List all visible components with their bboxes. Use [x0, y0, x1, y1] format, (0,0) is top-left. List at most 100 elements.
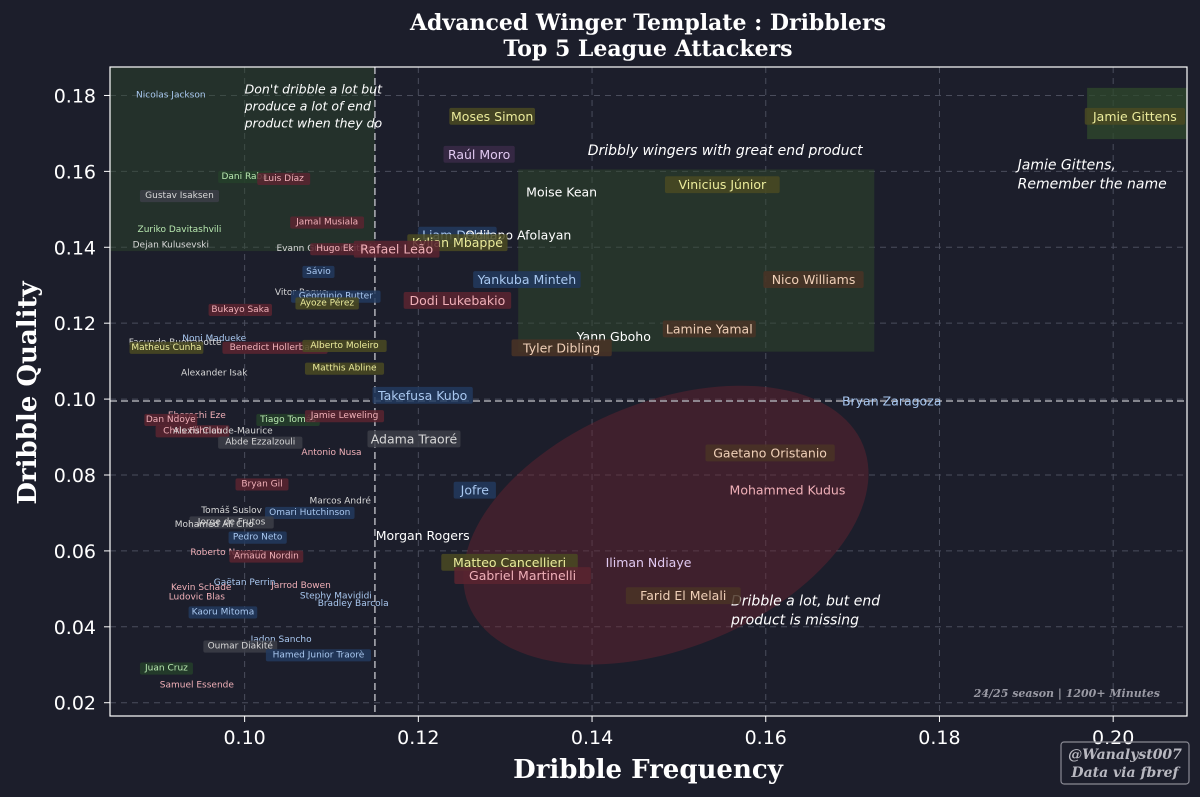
- y-axis-label: Dribble Quality: [13, 281, 43, 505]
- player-label-bg: [372, 386, 473, 404]
- player-label: Noni Madueke: [182, 334, 246, 344]
- player-noni-madueke: Noni Madueke: [182, 334, 246, 344]
- player-label: Marcos André: [309, 496, 371, 507]
- player-oumar-diakite: Oumar Diakité: [203, 640, 278, 653]
- player-label-bg: [302, 339, 387, 353]
- player-arnaud-nordin: Arnaud Nordin: [229, 550, 304, 563]
- player-label: Yankuba Minteh: [477, 272, 577, 287]
- player-luis-diaz: Luis Díaz: [257, 172, 311, 186]
- x-tick-label: 0.12: [397, 727, 439, 749]
- player-marcos-andre: Marcos André: [309, 496, 371, 507]
- player-label-bg: [139, 662, 193, 675]
- player-label: Benedict Hollerbach: [230, 343, 321, 353]
- chart-title: Advanced Winger Template : Dribblers: [409, 10, 886, 36]
- player-label-bg: [304, 410, 385, 423]
- player-label: Pedro Neto: [233, 533, 283, 543]
- player-rafael-leao: Rafael Leão: [353, 240, 440, 258]
- player-nico-williams: Nico Williams: [763, 271, 864, 288]
- player-pedro-neto: Pedro Neto: [228, 531, 287, 544]
- player-label: Dodi Lukebakio: [410, 293, 506, 308]
- player-label-bg: [229, 550, 304, 563]
- player-label-bg: [1084, 107, 1186, 125]
- x-axis-ticks: 0.10 0.12 0.14 0.16 0.18 0.20: [223, 716, 1134, 749]
- player-lamine-yamal: Lamine Yamal: [662, 320, 756, 338]
- y-tick-label: 0.12: [54, 313, 96, 335]
- player-label: Abde Ezzalzouli: [225, 438, 295, 448]
- player-label: Matthis Abline: [312, 364, 377, 374]
- annotation: Dribble a lot, but end product is missing: [730, 594, 880, 629]
- credit-box: [1060, 741, 1190, 785]
- player-label-bg: [403, 291, 512, 309]
- player-label: Takefusa Kubo: [377, 388, 467, 403]
- player-label-bg: [265, 506, 355, 520]
- player-label: Gustav Isaksen: [145, 191, 214, 201]
- player-stephy-mavididi: Stephy Mavididi: [300, 591, 372, 601]
- player-matheus-cunha: Matheus Cunha: [129, 341, 204, 354]
- player-mohammed-kudus: Mohammed Kudus: [730, 483, 846, 498]
- player-label-bg: [265, 649, 372, 662]
- player-jofre: Jofre: [453, 481, 496, 499]
- player-dodi-lukebakio: Dodi Lukebakio: [403, 291, 512, 309]
- player-label: Adama Traoré: [371, 431, 458, 446]
- player-label: Bryan Gil: [241, 479, 282, 489]
- player-label-bg: [367, 430, 461, 448]
- credit-source: Data via fbref: [1070, 765, 1181, 781]
- player-label: Georginio Rutter: [299, 292, 373, 302]
- player-gabriel-martinelli: Gabriel Martinelli: [454, 567, 591, 585]
- player-label: Samuel Essende: [160, 681, 235, 691]
- player-label: Iliman Ndiaye: [606, 555, 692, 570]
- player-yankuba-minteh: Yankuba Minteh: [473, 271, 581, 288]
- player-label-bg: [228, 531, 287, 544]
- player-label-bg: [129, 341, 204, 354]
- player-label: Mohamed Ali Cho: [175, 520, 254, 530]
- player-label-bg: [441, 553, 578, 571]
- player-bukayo-saka: Bukayo Saka: [208, 303, 272, 316]
- player-antonio-nusa: Antonio Nusa: [301, 448, 361, 458]
- player-label-bg: [189, 516, 274, 529]
- player-label: Jamie Leweling: [310, 411, 379, 421]
- player-label-bg: [290, 216, 365, 229]
- player-label: Vinicius Júnior: [678, 177, 767, 192]
- player-alberto-moleiro: Alberto Moleiro: [302, 339, 387, 353]
- player-label: Kaoru Mitoma: [192, 607, 255, 617]
- player-label: Tiago Tomás: [259, 415, 316, 425]
- player-label: Bradley Barcola: [318, 599, 389, 609]
- player-alexis-claude-maurice: Alexis Claude-Maurice: [173, 426, 273, 436]
- player-label-bg: [139, 189, 220, 203]
- player-nicolas-jackson: Nicolas Jackson: [136, 90, 205, 100]
- player-jorge-de-frutos: Jorge de Frutos: [189, 516, 274, 529]
- player-mohamed-ali-cho: Mohamed Ali Cho: [175, 520, 254, 530]
- player-label: Matheus Cunha: [131, 343, 201, 353]
- player-benedict-hollerbach: Benedict Hollerbach: [222, 341, 328, 354]
- player-ludovic-blas: Ludovic Blas: [169, 593, 226, 603]
- y-tick-label: 0.10: [54, 389, 96, 411]
- player-adama-traore: Adama Traoré: [367, 430, 461, 448]
- annotation: Jamie Gittens, Remember the name: [1015, 157, 1167, 192]
- player-label: Hugo Ekitiké: [316, 243, 373, 254]
- player-label: Morgan Rogers: [376, 528, 470, 543]
- player-label: Rafael Leão: [360, 242, 433, 257]
- player-jamie-gittens: Jamie Gittens: [1084, 107, 1186, 125]
- player-hamed-junior-traore: Hamed Junior Traorè: [265, 649, 372, 662]
- player-label: Farid El Melali: [640, 588, 726, 603]
- player-dan-ndoye: Dan Ndoye: [144, 413, 198, 427]
- season-note: 24/25 season | 1200+ Minutes: [973, 687, 1160, 700]
- player-label: Ludovic Blas: [169, 593, 226, 603]
- player-label-bg: [235, 478, 289, 491]
- player-label-bg: [188, 606, 258, 619]
- player-zuriko-davitashvili: Zuriko Davitashvili: [138, 225, 222, 235]
- x-axis-label: Dribble Frequency: [513, 755, 784, 785]
- x-tick-label: 0.18: [918, 727, 960, 749]
- player-label: Jofre: [460, 483, 490, 498]
- player-label: Omari Hutchinson: [269, 508, 350, 518]
- player-bradley-barcola: Bradley Barcola: [318, 599, 389, 609]
- player-label-bg: [763, 271, 864, 288]
- player-label: Jadon Sancho: [250, 635, 313, 645]
- player-label-bg: [625, 587, 741, 605]
- player-label: Dani Raba: [221, 172, 267, 182]
- player-roberto-navarro: Roberto Navarro: [190, 548, 264, 558]
- player-tomas-suslov: Tomáš Suslov: [200, 505, 262, 516]
- player-omari-hutchinson: Omari Hutchinson: [265, 506, 355, 520]
- y-tick-label: 0.04: [54, 617, 96, 639]
